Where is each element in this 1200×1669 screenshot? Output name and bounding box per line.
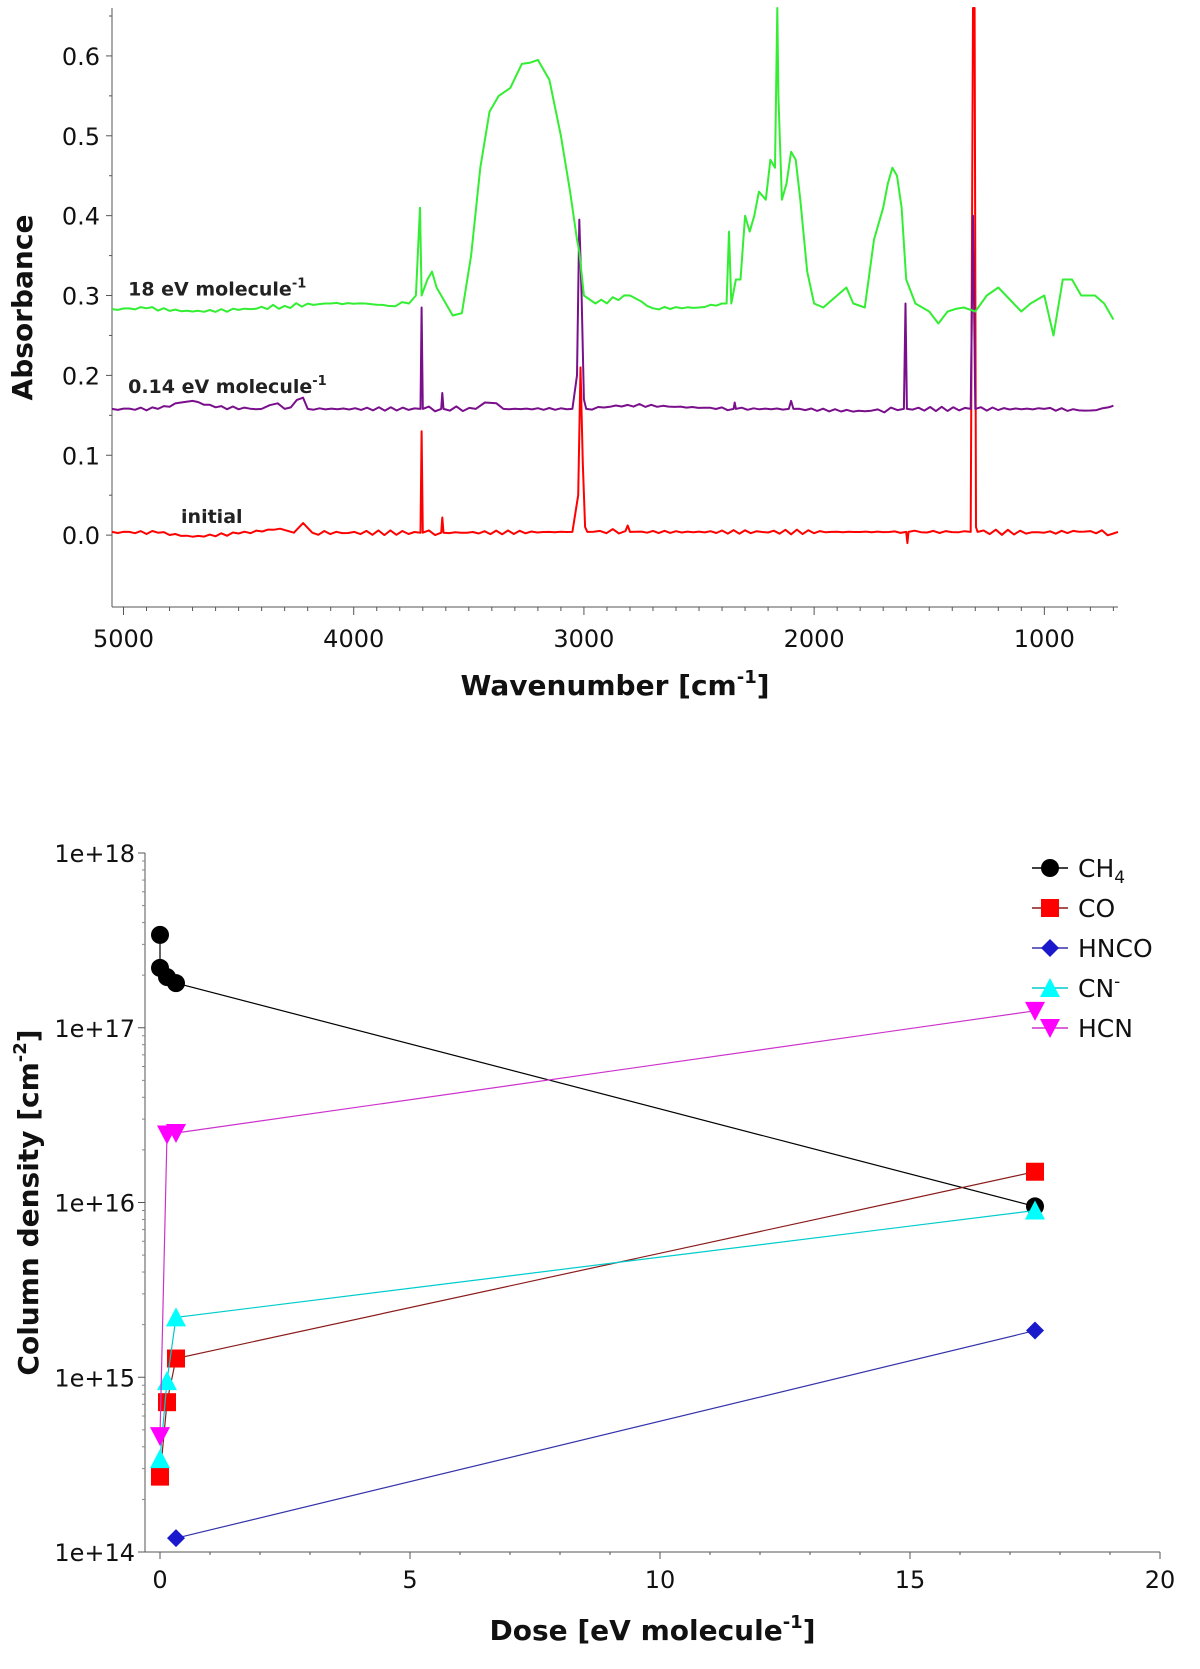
series-line-co [159,1171,1036,1477]
trace-label: 18 eV molecule-1 [128,277,306,301]
data-point-co [1026,1162,1044,1181]
data-point-cn [166,1307,186,1327]
legend-label-sup: - [1114,972,1120,992]
dose-axes: 0 5 10 15 20 1e+14 1e+15 1e+16 1e+17 1e+18 [54,840,1175,1594]
dose-x-tick-label: 0 [152,1566,167,1594]
series-line-ch4 [159,934,1036,1207]
legend-label-cn: CN- [1078,972,1120,1003]
spectra-y-tick-label: 0.5 [62,123,100,151]
spectra-x-axis-title: Wavenumber [cm-1] [460,667,769,702]
data-point-ch4 [151,925,169,944]
spectrum-18-ev-molecule-1 [111,7,1115,337]
legend-label-ch4: CH4 [1078,854,1125,888]
spectra-axes: 5000 4000 3000 2000 1000 0.0 0.1 0.2 0.3 0.4 0.5 0.… [62,8,1118,653]
data-point-hcn [150,1427,170,1447]
data-point-cn [150,1449,170,1469]
dose-x-tick-label: 10 [645,1566,676,1594]
trace-label: initial [181,506,242,528]
data-point-co [158,1393,176,1412]
spectra-x-tick-label: 5000 [93,625,154,653]
spectra-y-tick-label: 0.6 [62,43,100,71]
series-line-cn [159,1209,1036,1460]
legend-label-sub: 4 [1114,868,1125,888]
dose-y-tick-label: 1e+18 [54,840,135,868]
data-point-cn [157,1371,177,1391]
spectra-y-tick-label: 0.0 [62,522,100,550]
spectra-y-axis-title: Absorbance [6,215,39,401]
data-point-cn [1025,1200,1045,1220]
spectra-trace-labels: initial 0.14 eV molecule-1 18 eV molecule-… [128,277,327,529]
dose-y-tick-label: 1e+14 [54,1539,135,1567]
series-line-hcn [159,1010,1036,1437]
dose-y-tick-label: 1e+15 [54,1364,135,1392]
spectra-x-tick-label: 2000 [784,625,845,653]
spectra-y-tick-label: 0.2 [62,362,100,390]
dose-series [150,925,1045,1548]
data-point-hnco [1026,1321,1044,1340]
dose-x-axis-title: Dose [eV molecule-1] [489,1612,815,1647]
spectra-y-tick-label: 0.4 [62,203,100,231]
spectra-chart: 5000 4000 3000 2000 1000 0.0 0.1 0.2 0.3 0.4 0.5 0.… [6,7,1119,702]
spectra-x-tick-label: 4000 [323,625,384,653]
data-point-hcn [1025,1001,1045,1021]
spectrum-0-14-ev-molecule-1 [111,214,1114,414]
legend: CH4 CO HNCO CN- HCN [1032,854,1153,1043]
column-density-chart: 0 5 10 15 20 1e+14 1e+15 1e+16 1e+17 1e+18 CH4 CO H… [10,840,1175,1647]
spectra-traces [111,7,1119,545]
legend-label-co: CO [1078,894,1115,923]
legend-marker-hcn [1040,1019,1060,1038]
spectrum-initial [111,7,1119,545]
dose-x-tick-label: 5 [402,1566,417,1594]
data-point-co [151,1467,169,1486]
legend-label-hcn: HCN [1078,1014,1133,1043]
trace-label-sup: -1 [292,277,306,292]
legend-marker-co [1041,899,1059,917]
dose-y-axis-title: Column density [cm-2] [10,1029,45,1375]
legend-label-hnco: HNCO [1078,934,1153,963]
spectra-y-tick-label: 0.3 [62,283,100,311]
dose-y-tick-label: 1e+17 [54,1015,135,1043]
data-point-hcn [166,1123,186,1143]
dose-x-tick-label: 15 [895,1566,926,1594]
legend-marker-cn [1040,978,1060,997]
data-point-hnco [167,1529,185,1548]
legend-marker-hnco [1041,939,1059,957]
spectra-x-tick-label: 3000 [553,625,614,653]
data-point-co [167,1349,185,1368]
spectra-x-tick-label: 1000 [1014,625,1075,653]
spectra-y-tick-label: 0.1 [62,442,100,470]
trace-label: 0.14 eV molecule-1 [128,374,327,398]
legend-marker-ch4 [1041,859,1059,877]
data-point-ch4 [167,974,185,993]
series-line-hnco [175,1330,1036,1539]
dose-x-tick-label: 20 [1145,1566,1176,1594]
dose-y-tick-label: 1e+16 [54,1190,135,1218]
trace-label-sup: -1 [312,374,326,389]
